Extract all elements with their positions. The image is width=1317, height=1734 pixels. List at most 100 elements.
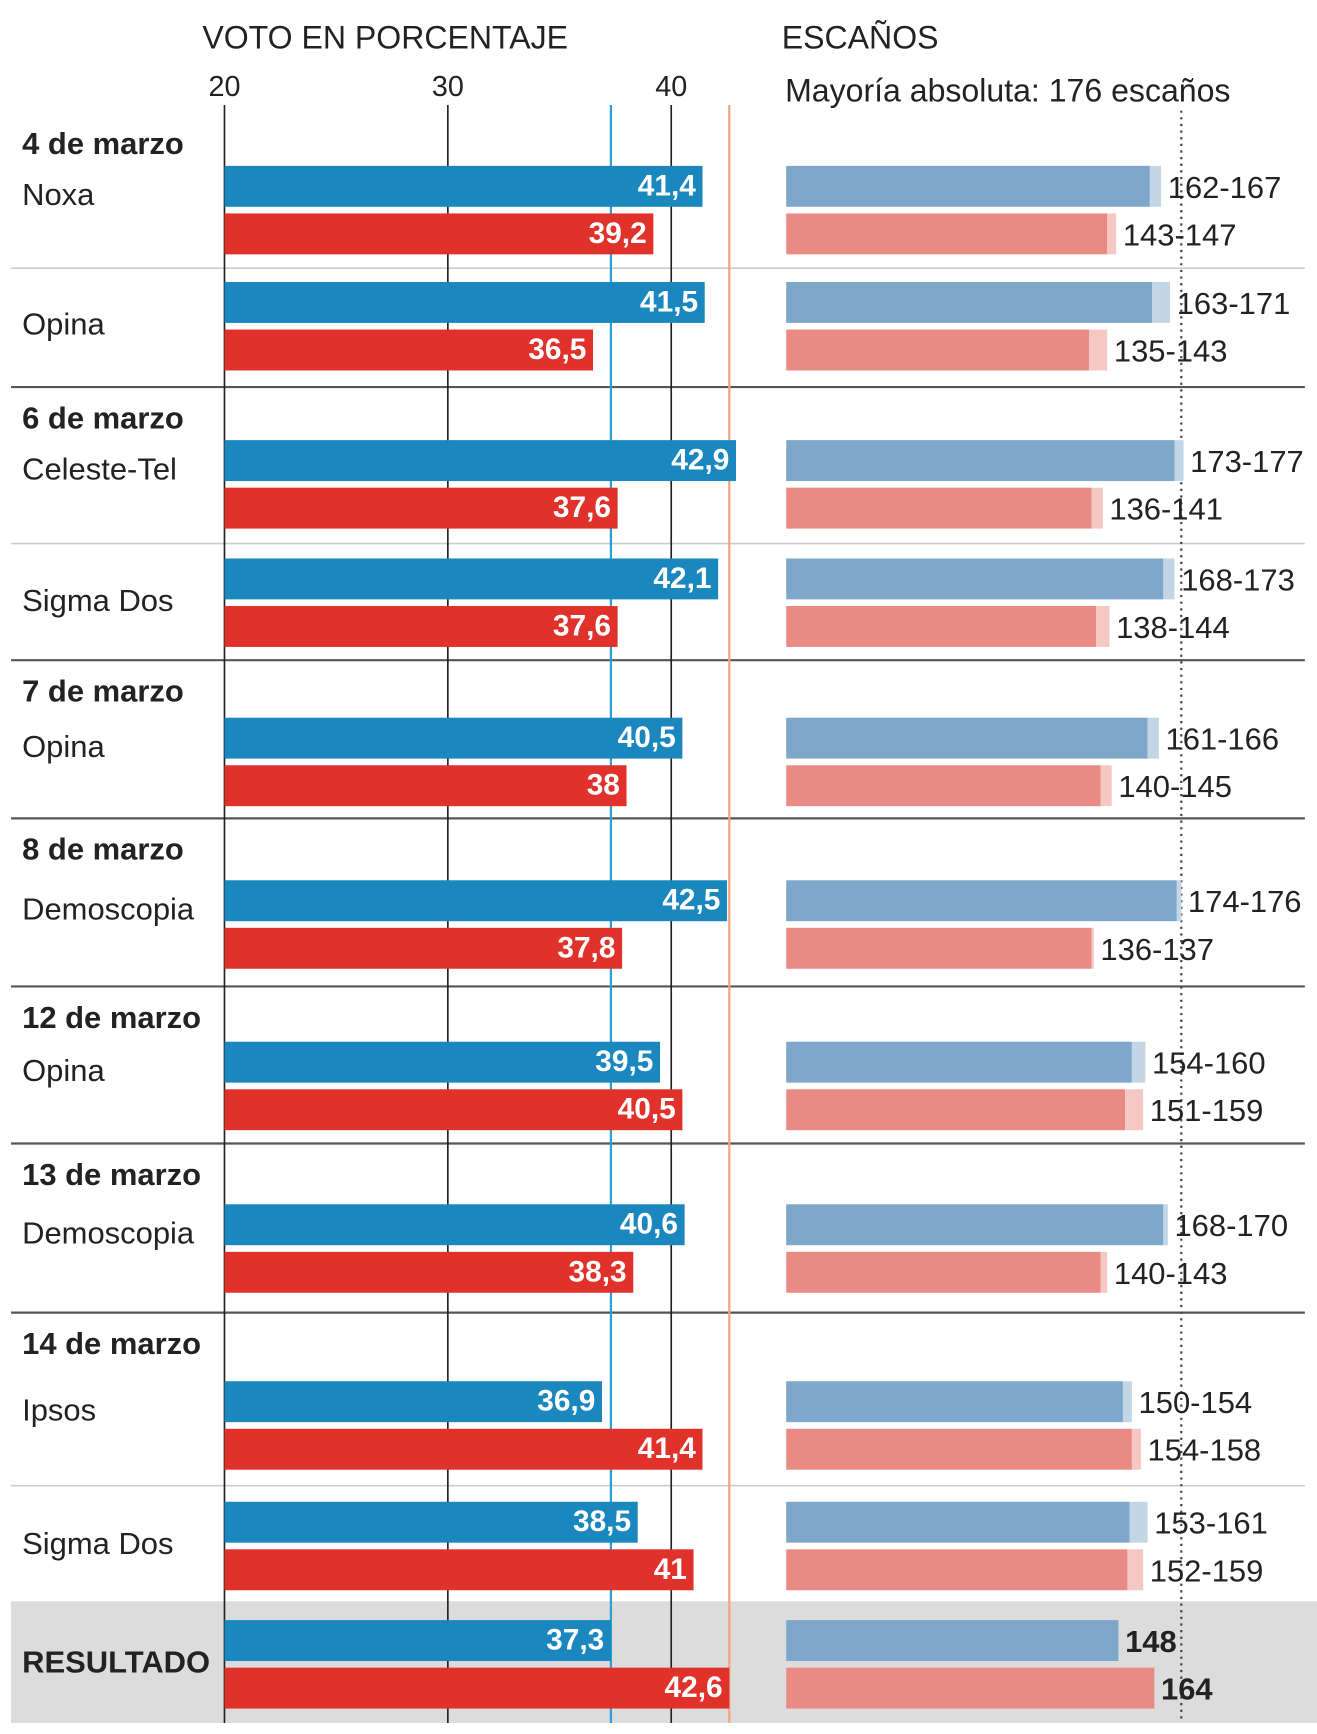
seat-label: 163-171: [1177, 286, 1291, 321]
vote-bar: [224, 880, 728, 922]
seat-label: 136-141: [1109, 492, 1223, 527]
vote-label: 41,5: [640, 285, 698, 318]
seat-bar: [786, 213, 1108, 255]
pollster-label: Sigma Dos: [22, 583, 173, 618]
vote-label: 38,3: [569, 1255, 627, 1288]
vote-title: VOTO EN PORCENTAJE: [202, 19, 568, 55]
pollster-label: Opina: [22, 729, 105, 764]
vote-bar: [224, 1549, 694, 1591]
seats-subtitle: Mayoría absoluta: 176 escaños: [785, 72, 1230, 108]
vote-label: 39,5: [595, 1045, 653, 1078]
seat-label: 174-176: [1188, 884, 1302, 919]
seat-bar: [786, 281, 1153, 323]
seat-label: 168-170: [1174, 1208, 1288, 1243]
seat-range: [1152, 281, 1171, 323]
vote-label: 36,5: [528, 333, 586, 366]
seat-bar: [786, 880, 1177, 922]
vote-bar: [224, 1381, 602, 1423]
date-label: 13 de marzo: [22, 1157, 201, 1192]
vote-label: 40,5: [618, 1093, 676, 1126]
x-tick-label: 30: [432, 71, 464, 103]
vote-label: 39,2: [589, 217, 647, 250]
seat-label: 162-167: [1168, 170, 1282, 205]
seat-range: [1149, 165, 1162, 207]
seat-bar: [786, 1381, 1123, 1423]
seat-bar: [786, 1549, 1128, 1591]
seat-bar: [786, 558, 1164, 600]
vote-bar: [224, 1251, 634, 1293]
seat-range: [1176, 880, 1182, 922]
vote-bar: [224, 765, 627, 807]
seat-range: [1100, 1251, 1108, 1293]
seat-label: 168-173: [1181, 562, 1295, 597]
seat-label: 138-144: [1116, 610, 1230, 645]
seat-range: [1107, 213, 1117, 255]
marks: 41,4 39,2 41,5 36,5 42,9 37,6 42,1 37,6 40,5 38 42…: [224, 165, 1304, 1709]
vote-label: 42,9: [671, 444, 729, 477]
seat-label: 154-158: [1148, 1433, 1262, 1468]
seat-range: [1129, 1501, 1148, 1543]
vote-label: 38: [587, 769, 620, 802]
seat-bar: [786, 606, 1096, 647]
seat-bar: [786, 1204, 1164, 1246]
vote-bar: [224, 1501, 638, 1543]
seat-label: 154-160: [1152, 1046, 1266, 1081]
vote-label: 41,4: [638, 1432, 696, 1465]
pollster-label: Demoscopia: [22, 891, 195, 926]
vote-bar: [224, 1667, 730, 1709]
seat-range: [1127, 1549, 1144, 1591]
date-label: 14 de marzo: [22, 1326, 201, 1361]
vote-bar: [224, 213, 654, 255]
vote-label: 37,8: [557, 931, 615, 964]
seat-label: 148: [1125, 1624, 1177, 1659]
seat-label: 152-159: [1150, 1553, 1264, 1588]
vote-label: 37,6: [553, 609, 611, 642]
seat-bar: [786, 1620, 1119, 1662]
vote-bar: [224, 165, 703, 207]
seat-label: 136-137: [1100, 932, 1214, 967]
vote-label: 38,5: [573, 1505, 631, 1538]
vote-label: 42,5: [662, 884, 720, 917]
seat-bar: [786, 765, 1101, 807]
vote-bar: [224, 606, 618, 647]
date-label: 7 de marzo: [22, 674, 184, 709]
vote-bar: [224, 281, 705, 323]
pollster-label: Opina: [22, 1053, 105, 1088]
pollster-label: Demoscopia: [22, 1215, 195, 1250]
pollster-label: Sigma Dos: [22, 1526, 173, 1561]
vote-label: 41: [654, 1553, 687, 1586]
seat-bar: [786, 329, 1090, 371]
vote-bar: [224, 329, 594, 371]
seats-title: ESCAÑOS: [782, 19, 939, 55]
date-label: 4 de marzo: [22, 126, 184, 161]
seat-range: [1131, 1428, 1141, 1470]
vote-label: 41,4: [638, 169, 696, 202]
seat-label: 150-154: [1139, 1385, 1253, 1420]
seat-label: 153-161: [1154, 1506, 1268, 1541]
seat-bar: [786, 165, 1150, 207]
seat-bar: [786, 717, 1148, 759]
seat-label: 164: [1161, 1672, 1213, 1707]
seat-range: [1122, 1381, 1132, 1423]
seat-bar: [786, 487, 1092, 529]
vote-bar: [224, 558, 719, 600]
vote-bar: [224, 440, 736, 482]
seat-range: [1091, 487, 1103, 529]
pollster-label: Celeste-Tel: [22, 451, 177, 486]
seat-range: [1095, 606, 1110, 647]
seat-label: 161-166: [1165, 722, 1279, 757]
seat-range: [1163, 558, 1175, 600]
vote-bar: [224, 927, 623, 969]
seat-range: [1174, 440, 1184, 482]
seat-range: [1147, 717, 1159, 759]
vote-bar: [224, 1089, 683, 1131]
vote-bar: [224, 1428, 703, 1470]
seat-range: [1125, 1089, 1144, 1131]
date-label: 8 de marzo: [22, 832, 184, 867]
seat-bar: [786, 1089, 1126, 1131]
vote-label: 42,6: [665, 1671, 723, 1704]
vote-label: 40,5: [618, 721, 676, 754]
vote-bar: [224, 1204, 685, 1246]
